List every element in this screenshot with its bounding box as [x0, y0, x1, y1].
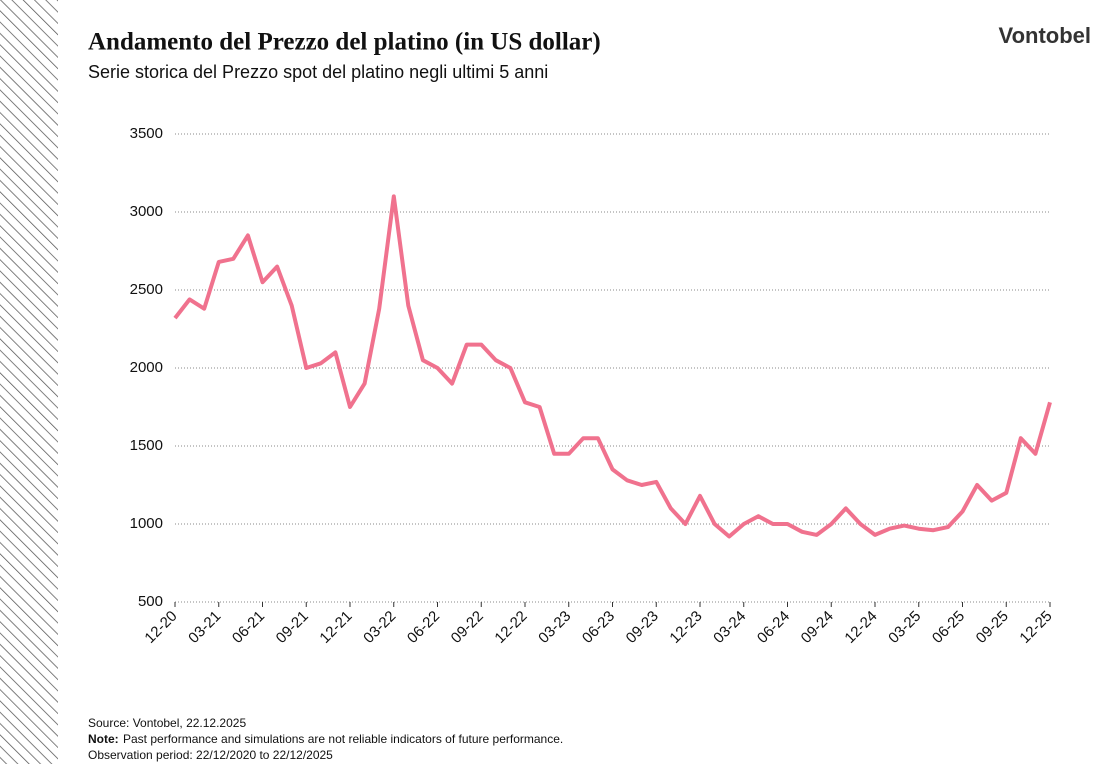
x-tick-label: 12-24	[841, 608, 880, 647]
y-tick-label: 2000	[130, 359, 163, 376]
x-tick-label: 09-21	[273, 608, 312, 647]
x-tick-label: 06-25	[929, 608, 968, 647]
x-tick-label: 06-24	[754, 608, 793, 647]
y-tick-label: 500	[138, 593, 163, 610]
x-tick-label: 12-21	[316, 608, 355, 647]
hatch-strip	[0, 0, 58, 764]
x-tick-label: 12-22	[491, 608, 530, 647]
y-tick-label: 1000	[130, 515, 163, 532]
note-label: Note:	[88, 732, 119, 746]
note: Past performance and simulations are not…	[123, 732, 563, 746]
x-tick-label: 09-25	[973, 608, 1012, 647]
source: Source: Vontobel, 22.12.2025	[88, 716, 246, 730]
x-tick-label: 06-22	[404, 608, 443, 647]
x-tick-label: 09-24	[798, 608, 837, 647]
y-tick-label: 3500	[130, 125, 163, 142]
x-tick-label: 12-25	[1016, 608, 1055, 647]
x-tick-label: 12-20	[141, 608, 180, 647]
line-series	[173, 194, 1052, 539]
x-tick-label: 06-21	[229, 608, 268, 647]
brand: Vontobel	[999, 23, 1091, 48]
chart-subtitle: Serie storica del Prezzo spot del platin…	[88, 62, 548, 82]
x-tick-label: 03-25	[885, 608, 924, 647]
observation: Observation period: 22/12/2020 to 22/12/…	[88, 748, 333, 762]
x-tick-label: 09-23	[623, 608, 662, 647]
x-tick-label: 12-23	[666, 608, 705, 647]
x-tick-label: 03-21	[185, 608, 224, 647]
x-tick-label: 09-22	[448, 608, 487, 647]
x-tick-label: 03-24	[710, 608, 749, 647]
y-tick-label: 3000	[130, 203, 163, 220]
x-tick-label: 03-23	[535, 608, 574, 647]
x-tick-label: 03-22	[360, 608, 399, 647]
y-tick-label: 2500	[130, 281, 163, 298]
chart-title: Andamento del Prezzo del platino (in US …	[88, 29, 601, 56]
x-tick-label: 06-23	[579, 608, 618, 647]
y-tick-label: 1500	[130, 437, 163, 454]
